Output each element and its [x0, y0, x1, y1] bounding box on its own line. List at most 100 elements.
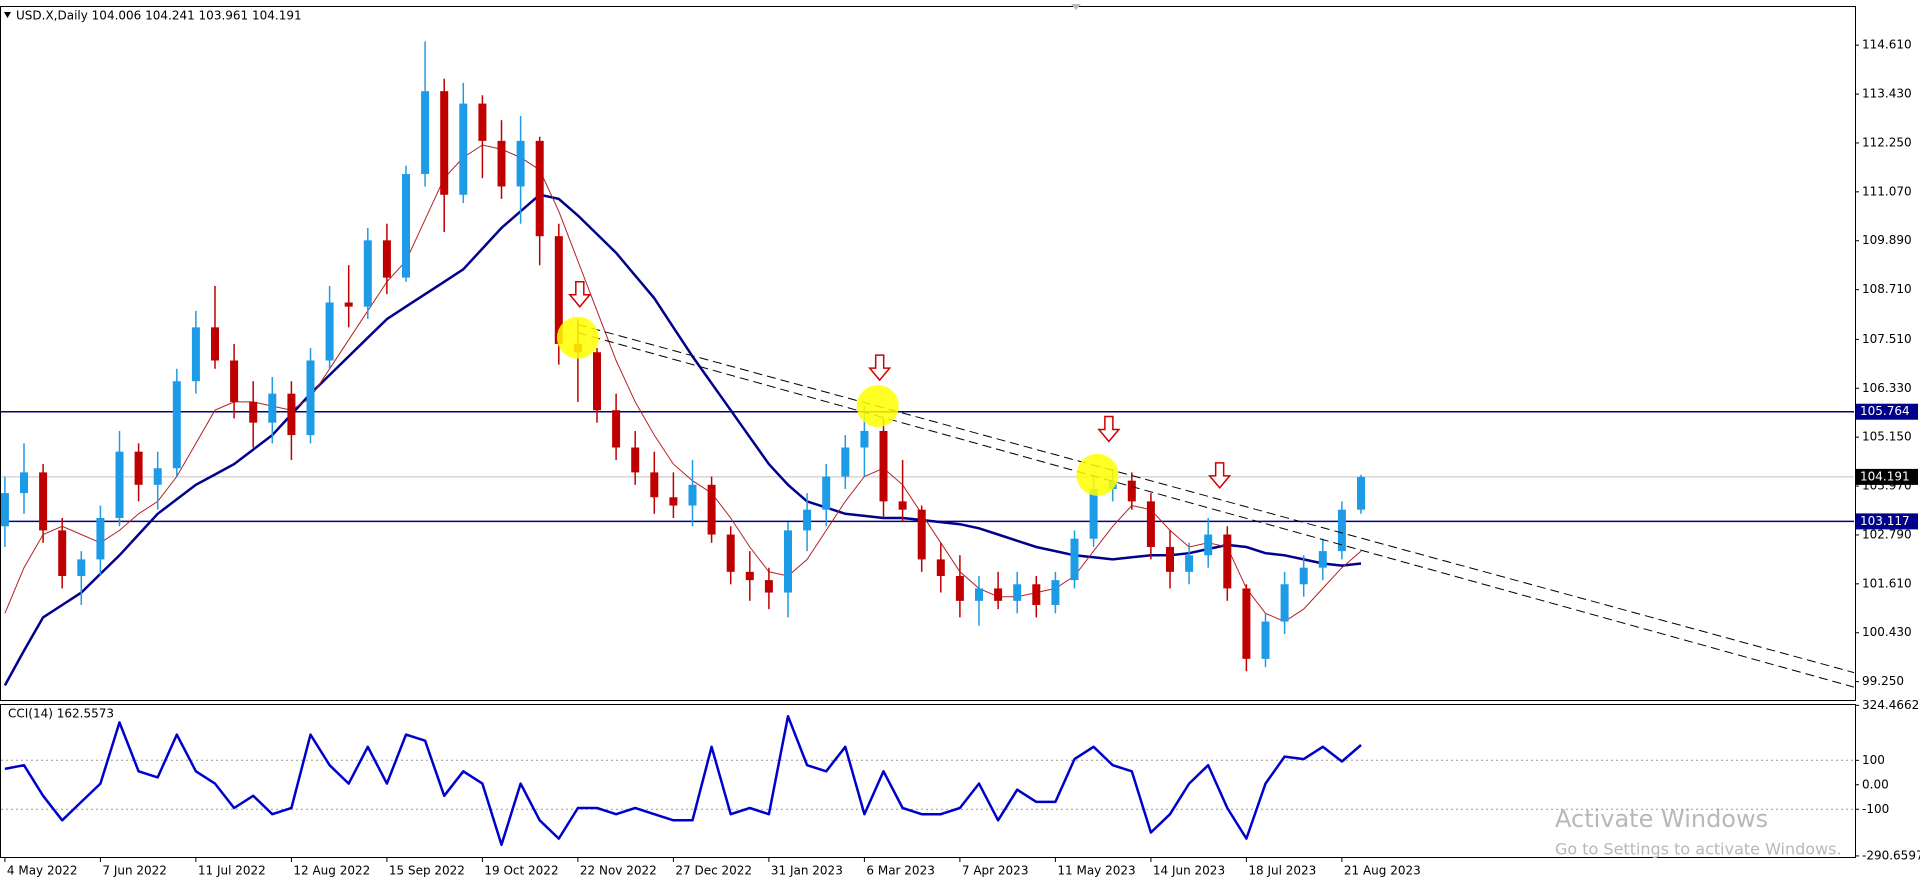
x-tick-label: 7 Jun 2022	[102, 864, 167, 878]
candle-body	[1357, 476, 1365, 510]
candle-body	[1280, 584, 1289, 622]
y-tick-label: 106.330	[1862, 381, 1912, 395]
y-tick-label: 105.150	[1862, 430, 1912, 444]
highlight-circle	[556, 316, 599, 359]
level-label: 105.764	[1860, 404, 1910, 418]
pane-handle	[1071, 4, 1081, 10]
candle-body	[879, 430, 888, 502]
x-tick-label: 18 Jul 2023	[1248, 864, 1316, 878]
trendline	[577, 332, 1854, 688]
highlight-circle	[1076, 453, 1119, 496]
candle-body	[1185, 555, 1194, 572]
candle-body	[421, 91, 430, 175]
candle-body	[650, 472, 659, 498]
candle-body	[402, 174, 410, 278]
candle-body	[249, 401, 258, 423]
candle-body	[306, 360, 315, 436]
y-tick-label: 107.510	[1862, 332, 1912, 346]
y-tick-label: 111.070	[1862, 184, 1912, 198]
candle-body	[497, 140, 506, 187]
candle-body	[77, 559, 86, 576]
candle-body	[822, 476, 831, 510]
candle-body	[688, 484, 697, 506]
y-tick-label: 100	[1862, 753, 1885, 767]
x-tick-label: 19 Oct 2022	[484, 864, 558, 878]
candle-body	[459, 103, 468, 195]
y-tick-label: 102.790	[1862, 527, 1912, 541]
x-tick-label: 27 Dec 2022	[675, 864, 752, 878]
menu-triangle	[4, 12, 11, 18]
candle-body	[707, 484, 716, 535]
y-tick-label: 0.00	[1862, 777, 1889, 791]
candle-body	[153, 468, 162, 485]
candle-body	[134, 451, 143, 485]
level-box	[1856, 513, 1918, 530]
price-plot	[1, 41, 1854, 688]
candle-body	[1146, 501, 1155, 547]
candle-body	[1318, 551, 1327, 568]
level-box	[1856, 468, 1918, 485]
candle-body	[1070, 538, 1079, 581]
candle-body	[975, 588, 983, 601]
y-tick-label: 101.610	[1862, 576, 1912, 590]
y-tick-label: 109.890	[1862, 233, 1912, 247]
down-arrow	[568, 281, 592, 308]
y-tick-label: -290.6597	[1862, 848, 1920, 862]
candle-body	[917, 509, 926, 560]
x-tick-label: 6 Mar 2023	[866, 864, 934, 878]
candle-body	[745, 571, 754, 581]
moving-average	[4, 144, 1362, 623]
candle-body	[115, 451, 124, 518]
candle-body	[631, 447, 640, 473]
candle-body	[191, 327, 200, 382]
candle-body	[1337, 509, 1346, 552]
x-tick-label: 15 Sep 2022	[389, 864, 465, 878]
candle-body	[1032, 584, 1041, 605]
x-tick-label: 31 Jan 2023	[771, 864, 843, 878]
watermark-subtitle: Go to Settings to activate Windows.	[1555, 840, 1842, 859]
candle-body	[20, 472, 28, 494]
candle-body	[478, 103, 487, 141]
x-tick-label: 12 Aug 2022	[293, 864, 370, 878]
candle-body	[39, 472, 48, 531]
candle-body	[955, 575, 964, 601]
indicator-plot	[1, 714, 1854, 847]
candle-body	[1166, 546, 1174, 572]
candle-body	[1, 493, 9, 527]
candle-body	[1299, 567, 1308, 585]
indicator-title: CCI(14) 162.5573	[8, 707, 114, 721]
x-tick-label: 21 Aug 2023	[1344, 864, 1421, 878]
x-tick-label: 7 Apr 2023	[962, 864, 1029, 878]
candle-body	[994, 588, 1003, 601]
candle-body	[593, 352, 601, 411]
level-box	[1856, 403, 1918, 420]
candle-body	[1204, 534, 1213, 556]
cci-line	[4, 714, 1362, 847]
x-tick-label: 11 Jul 2022	[198, 864, 266, 878]
price-pane	[0, 6, 1856, 701]
x-tick-label: 11 May 2023	[1057, 864, 1135, 878]
candle-body	[726, 534, 735, 572]
candle-body	[1051, 580, 1060, 605]
y-tick-label: 100.430	[1862, 625, 1912, 639]
candle-body	[382, 240, 391, 278]
level-label: 103.117	[1860, 514, 1910, 528]
candle-body	[841, 447, 850, 477]
candle-body	[211, 327, 219, 361]
indicator-pane	[0, 704, 1856, 858]
highlight-circle	[856, 385, 899, 428]
x-tick-label: 14 Jun 2023	[1153, 864, 1225, 878]
y-tick-label: -100	[1862, 802, 1889, 816]
y-tick-label: 114.610	[1862, 38, 1912, 52]
candle-body	[936, 559, 945, 576]
candle-body	[803, 509, 812, 531]
candle-body	[535, 140, 544, 237]
y-tick-label: 324.4662	[1862, 698, 1919, 712]
y-tick-label: 112.250	[1862, 135, 1912, 149]
candle-body	[287, 393, 296, 436]
x-tick-label: 4 May 2022	[7, 864, 78, 878]
candle-body	[1261, 621, 1270, 659]
x-tick-label: 22 Nov 2022	[580, 864, 657, 878]
